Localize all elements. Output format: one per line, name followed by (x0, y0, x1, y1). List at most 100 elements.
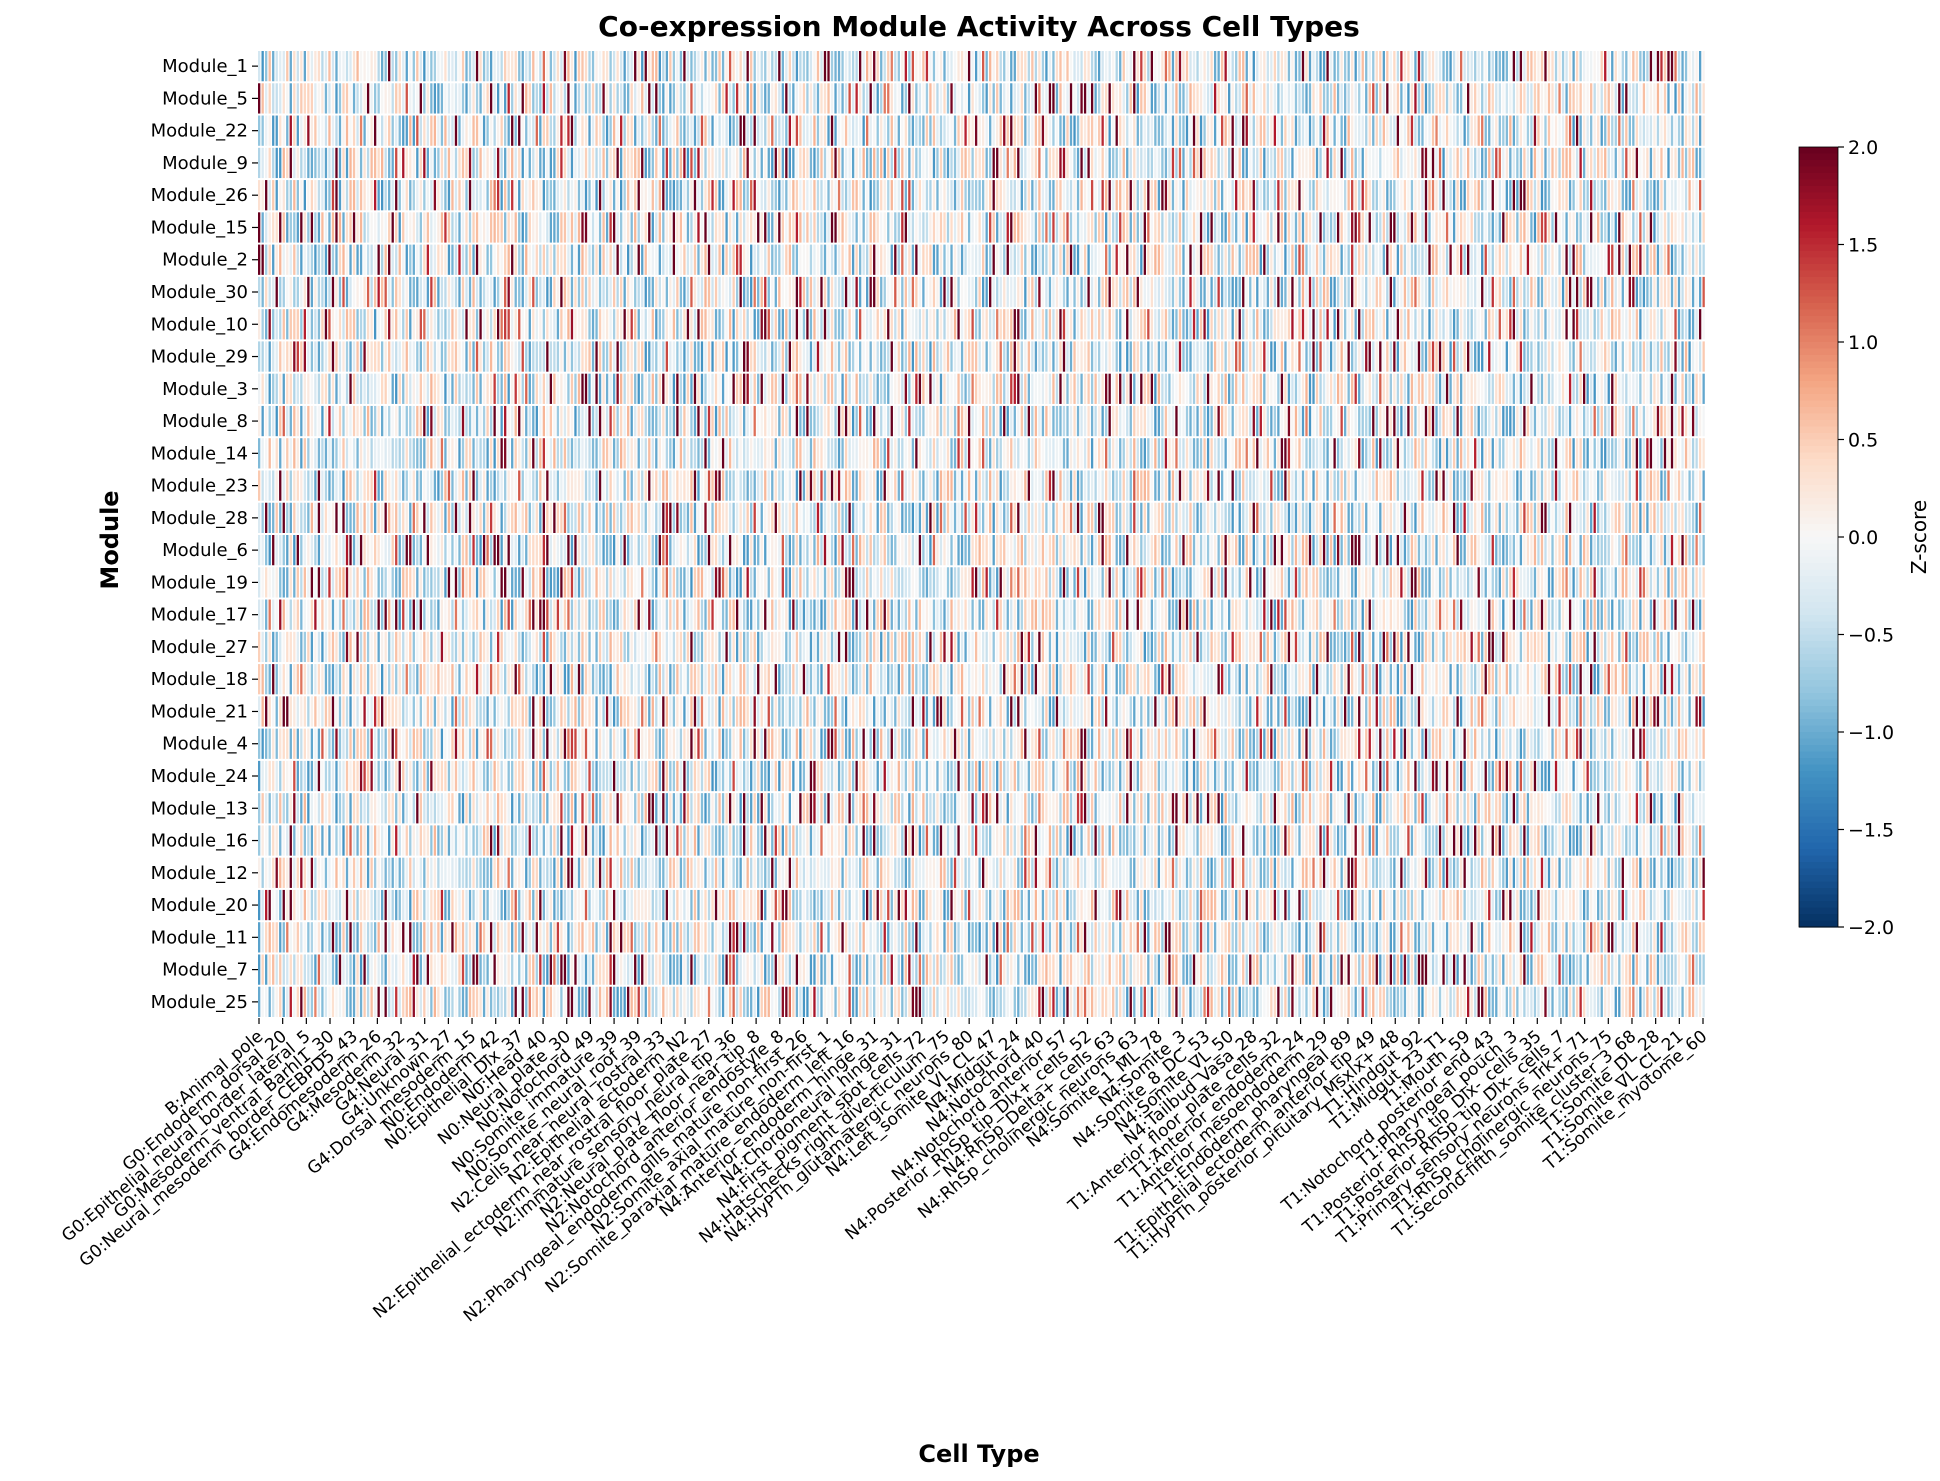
heatmap-cell (1245, 276, 1248, 308)
heatmap-cell (985, 83, 988, 114)
heatmap-cell (1284, 244, 1287, 275)
heatmap-cell (1393, 405, 1396, 437)
heatmap-cell (461, 83, 465, 114)
heatmap-cell (658, 309, 661, 340)
heatmap-cell (1403, 276, 1407, 308)
heatmap-cell (1491, 212, 1494, 243)
heatmap-cell (1677, 147, 1681, 179)
heatmap-cell (405, 309, 408, 340)
heatmap-cell (939, 405, 943, 437)
heatmap-cell (820, 147, 823, 179)
heatmap-cell (1509, 115, 1512, 146)
heatmap-cell (795, 83, 799, 114)
heatmap-cell (409, 244, 412, 275)
heatmap-cell (1305, 212, 1308, 243)
heatmap-cell (848, 244, 851, 275)
heatmap-cell (964, 180, 967, 211)
heatmap-cell (588, 212, 591, 243)
heatmap-cell (430, 83, 433, 114)
heatmap-cell (1301, 309, 1305, 340)
heatmap-cell (314, 438, 317, 469)
heatmap-cell (310, 244, 314, 275)
heatmap-cell (1505, 83, 1508, 114)
heatmap-cell (602, 405, 605, 437)
heatmap-cell (939, 212, 943, 243)
heatmap-cell (321, 309, 324, 340)
heatmap-cell (1122, 341, 1125, 372)
heatmap-cell (1031, 83, 1034, 114)
heatmap-cell (581, 373, 584, 404)
heatmap-cell (591, 180, 595, 211)
heatmap-cell (1670, 405, 1674, 437)
heatmap-cell (1199, 51, 1203, 82)
heatmap-cell (366, 83, 370, 114)
heatmap-cell (423, 212, 426, 243)
heatmap-cell (1519, 341, 1523, 372)
heatmap-cell (1547, 341, 1551, 372)
heatmap-cell (310, 341, 314, 372)
heatmap-cell (405, 373, 408, 404)
heatmap-cell (609, 309, 612, 340)
heatmap-cell (1083, 309, 1087, 340)
heatmap-cell (1565, 276, 1568, 308)
heatmap-cell (1593, 51, 1596, 82)
heatmap-cell (451, 83, 454, 114)
heatmap-cell (563, 83, 567, 114)
heatmap-cell (1498, 147, 1501, 179)
heatmap-cell (1280, 147, 1284, 179)
heatmap-cell (1597, 341, 1600, 372)
heatmap-cell (296, 212, 299, 243)
heatmap-cell (971, 373, 974, 404)
heatmap-cell (1417, 341, 1421, 372)
heatmap-cell (918, 244, 922, 275)
heatmap-cell (489, 309, 493, 340)
heatmap-cell (1635, 373, 1639, 404)
heatmap-cell (1329, 180, 1333, 211)
heatmap-cell (700, 51, 704, 82)
heatmap-cell (504, 212, 507, 243)
heatmap-cell (1361, 147, 1364, 179)
heatmap-cell (1287, 244, 1291, 275)
heatmap-cell (707, 309, 711, 340)
heatmap-cell (1410, 147, 1414, 179)
heatmap-cell (1076, 341, 1080, 372)
heatmap-cell (1414, 244, 1417, 275)
heatmap-cell (1154, 115, 1157, 146)
heatmap-cell (1698, 276, 1702, 308)
heatmap-cell (743, 180, 746, 211)
heatmap-cell (338, 51, 342, 82)
heatmap-cell (518, 147, 521, 179)
heatmap-cell (511, 341, 514, 372)
heatmap-cell (1505, 276, 1508, 308)
heatmap-cell (1031, 147, 1034, 179)
heatmap-cell (978, 341, 981, 372)
heatmap-cell (1698, 83, 1702, 114)
heatmap-cell (1611, 373, 1614, 404)
heatmap-cell (570, 83, 574, 114)
heatmap-cell (1646, 212, 1649, 243)
heatmap-cell (1421, 309, 1424, 340)
heatmap-cell (1182, 309, 1185, 340)
heatmap-cell (922, 309, 925, 340)
heatmap-cell (1593, 83, 1596, 114)
heatmap-cell (711, 180, 714, 211)
heatmap-cell (1575, 405, 1579, 437)
heatmap-cell (349, 180, 352, 211)
heatmap-cell (556, 309, 560, 340)
heatmap-cell (1414, 309, 1417, 340)
heatmap-cell (1537, 83, 1540, 114)
heatmap-cell (1600, 83, 1603, 114)
heatmap-cell (1414, 83, 1417, 114)
heatmap-cell (1628, 373, 1631, 404)
heatmap-cell (1105, 405, 1108, 437)
heatmap-cell (518, 309, 521, 340)
heatmap-cell (1027, 115, 1030, 146)
heatmap-cell (753, 147, 756, 179)
heatmap-cell (1477, 405, 1480, 437)
heatmap-cell (1344, 180, 1347, 211)
heatmap-cell (1575, 51, 1579, 82)
heatmap-cell (1238, 147, 1241, 179)
heatmap-cell (999, 180, 1002, 211)
heatmap-cell (342, 276, 345, 308)
heatmap-cell (788, 51, 792, 82)
